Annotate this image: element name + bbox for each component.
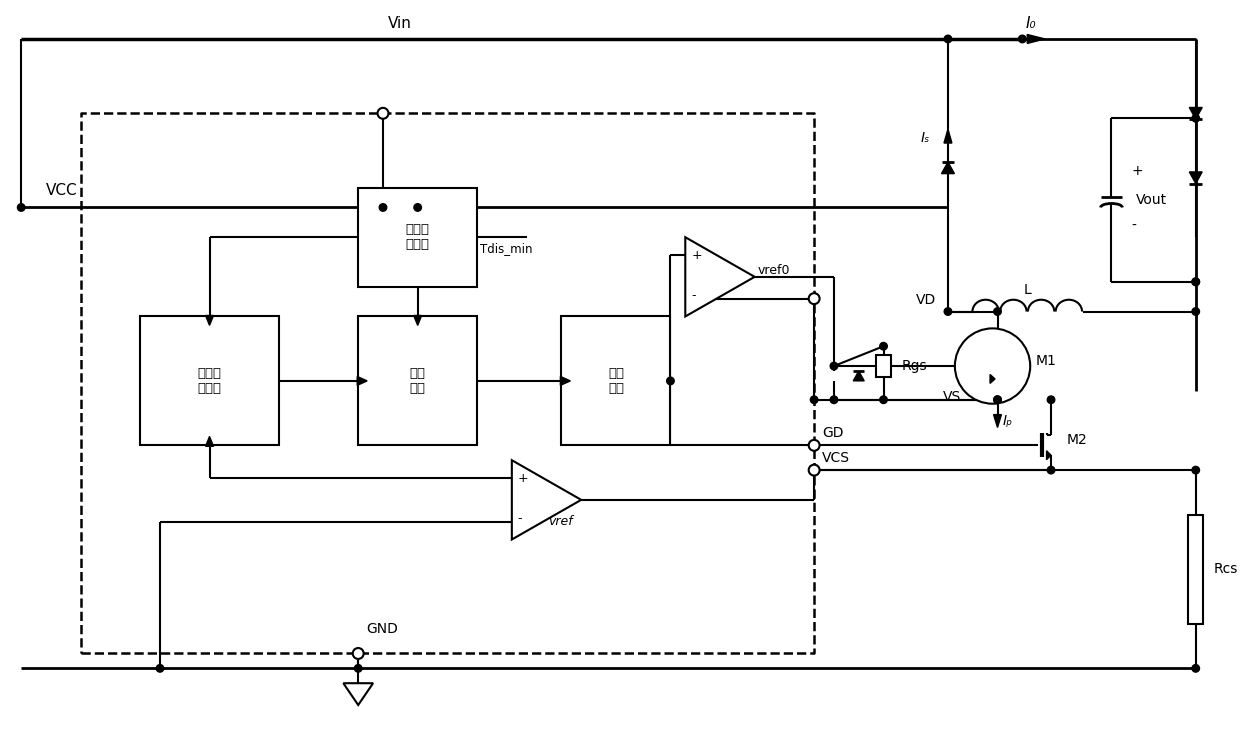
- Text: Rcs: Rcs: [1214, 562, 1238, 576]
- Text: 逻辑
电路: 逻辑 电路: [409, 367, 425, 395]
- Text: vref: vref: [548, 515, 573, 528]
- Circle shape: [377, 108, 388, 119]
- Circle shape: [1192, 308, 1199, 315]
- Polygon shape: [343, 683, 373, 705]
- Polygon shape: [853, 371, 864, 381]
- Circle shape: [955, 328, 1030, 404]
- Text: Tdis_min: Tdis_min: [480, 242, 533, 255]
- Polygon shape: [512, 460, 582, 539]
- Bar: [1188, 515, 1203, 624]
- Text: Iₛ: Iₛ: [920, 131, 930, 145]
- Circle shape: [1048, 396, 1055, 404]
- Circle shape: [944, 35, 952, 43]
- Text: -: -: [518, 511, 522, 525]
- Text: -: -: [691, 289, 696, 302]
- Circle shape: [667, 377, 675, 385]
- Bar: [358, 316, 477, 445]
- Bar: [562, 316, 671, 445]
- Text: VCC: VCC: [46, 182, 78, 198]
- Circle shape: [993, 308, 1001, 315]
- Circle shape: [414, 204, 422, 211]
- Text: Iₚ: Iₚ: [1002, 413, 1013, 428]
- Circle shape: [808, 293, 820, 304]
- Circle shape: [808, 440, 820, 451]
- Circle shape: [17, 204, 25, 211]
- Text: GD: GD: [822, 426, 843, 440]
- Text: L: L: [1023, 282, 1032, 296]
- Polygon shape: [357, 376, 367, 385]
- Polygon shape: [560, 376, 570, 385]
- Text: GND: GND: [366, 622, 398, 636]
- Polygon shape: [1047, 451, 1052, 459]
- Circle shape: [879, 396, 888, 404]
- Text: VCS: VCS: [822, 451, 851, 465]
- Circle shape: [1018, 35, 1025, 43]
- Circle shape: [355, 665, 362, 672]
- Circle shape: [156, 665, 164, 672]
- Circle shape: [1192, 114, 1199, 122]
- Polygon shape: [941, 162, 955, 173]
- Text: +: +: [1131, 165, 1143, 179]
- Text: 恒流控
制单元: 恒流控 制单元: [197, 367, 222, 395]
- Text: vref0: vref0: [758, 264, 790, 277]
- Polygon shape: [686, 237, 755, 316]
- Circle shape: [352, 648, 363, 659]
- Circle shape: [879, 342, 888, 350]
- Circle shape: [831, 362, 838, 370]
- Circle shape: [808, 465, 820, 476]
- Polygon shape: [944, 129, 952, 143]
- Text: M1: M1: [1035, 354, 1056, 368]
- Text: 状态检
测单元: 状态检 测单元: [405, 223, 430, 251]
- Circle shape: [1192, 466, 1199, 474]
- Text: I₀: I₀: [1025, 16, 1035, 31]
- Circle shape: [1048, 466, 1055, 474]
- Text: Vout: Vout: [1136, 193, 1167, 207]
- Circle shape: [944, 308, 952, 315]
- Circle shape: [811, 396, 818, 404]
- Polygon shape: [1189, 172, 1202, 184]
- Text: +: +: [518, 472, 528, 485]
- Polygon shape: [1027, 35, 1045, 44]
- Bar: [877, 355, 892, 377]
- Polygon shape: [1189, 107, 1202, 119]
- Polygon shape: [990, 374, 994, 383]
- Circle shape: [379, 204, 387, 211]
- Circle shape: [1192, 278, 1199, 285]
- Text: +: +: [691, 249, 702, 262]
- Bar: [140, 316, 279, 445]
- Polygon shape: [993, 415, 1002, 428]
- Polygon shape: [206, 436, 213, 446]
- Text: -: -: [1131, 219, 1136, 233]
- Text: VD: VD: [916, 293, 936, 307]
- Circle shape: [993, 396, 1001, 404]
- Text: VS: VS: [942, 390, 961, 404]
- Circle shape: [993, 396, 1001, 404]
- Bar: [358, 187, 477, 287]
- Text: M2: M2: [1066, 433, 1087, 448]
- Text: 驱动
单元: 驱动 单元: [608, 367, 624, 395]
- Circle shape: [1192, 278, 1199, 285]
- Polygon shape: [206, 316, 213, 325]
- Circle shape: [1192, 665, 1199, 672]
- Text: Vin: Vin: [388, 16, 412, 31]
- Circle shape: [831, 396, 838, 404]
- Polygon shape: [414, 316, 422, 325]
- Text: Rgs: Rgs: [901, 359, 928, 373]
